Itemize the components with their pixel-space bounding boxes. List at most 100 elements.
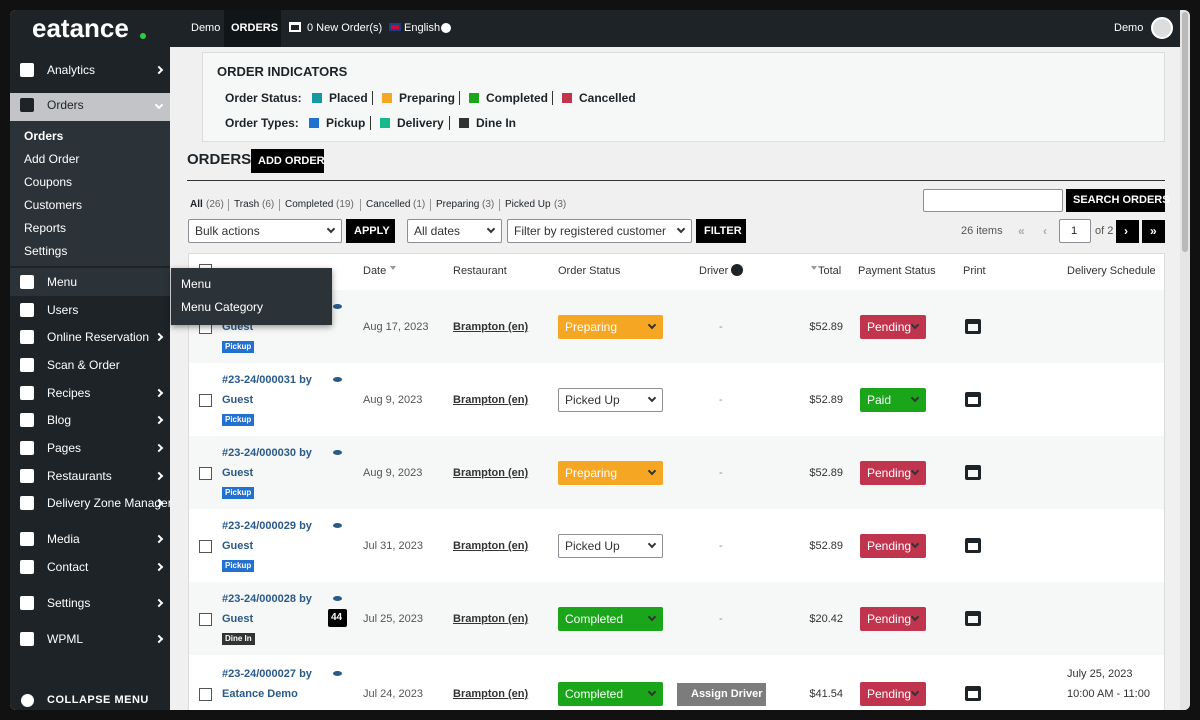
order-status-label[interactable]: Completed [565,687,624,701]
restaurant[interactable]: Brampton (en) [453,467,529,479]
row-checkbox[interactable] [199,467,212,480]
restaurant[interactable]: Brampton (en) [453,540,529,552]
driver[interactable]: Assign Driver [691,688,763,700]
sidebar-item[interactable]: Blog [47,413,72,427]
restaurant[interactable]: Brampton (en) [453,688,529,700]
row-checkbox[interactable] [199,613,212,626]
print-icon[interactable] [965,686,981,701]
filter-link[interactable]: Trash [234,199,260,210]
customer[interactable]: Guest [222,540,254,552]
payment-status-label[interactable]: Pending [867,320,912,334]
pager-btn[interactable] [1142,220,1165,243]
print-icon[interactable] [965,465,981,480]
apply-btn[interactable] [346,219,395,243]
filter-link[interactable]: All [190,199,203,210]
filter-btn[interactable] [696,219,746,243]
order-status-label[interactable]: Preparing [565,466,618,480]
order-status-label[interactable]: Preparing [565,320,618,334]
payment-status-label[interactable]: Pending [867,612,912,626]
sidebar-item[interactable]: Users [47,303,79,317]
sidebar-item[interactable]: Pages [47,441,82,455]
customer-select-label[interactable]: Filter by registered customer [514,224,667,238]
payment-status[interactable] [860,534,926,558]
view-icon[interactable] [333,671,342,676]
order-status[interactable] [558,607,663,631]
user-name[interactable]: Demo [1114,22,1144,34]
pager[interactable]: » [1150,224,1157,238]
payment-status-label[interactable]: Pending [867,539,912,553]
search-btn[interactable] [1066,189,1165,212]
date-select-label[interactable]: All dates [414,224,461,238]
order-status-label[interactable]: Picked Up [565,393,620,407]
view-icon[interactable] [333,377,342,382]
submenu-item[interactable]: Coupons [24,175,73,189]
restaurant[interactable]: Brampton (en) [453,613,529,625]
order-status-label[interactable]: Picked Up [565,539,620,553]
pager-btn[interactable] [1116,220,1139,243]
payment-status[interactable] [860,607,926,631]
order-id[interactable]: #23-24/000030 by [222,447,312,459]
submenu-item[interactable]: Reports [24,221,67,235]
sidebar-item[interactable]: Orders [47,98,84,112]
submenu-item[interactable]: Orders [24,129,64,143]
view-icon[interactable] [333,596,342,601]
view-icon[interactable] [333,304,342,309]
order-status-label[interactable]: Completed [565,612,624,626]
payment-status-label[interactable]: Paid [867,393,892,407]
payment-status-label[interactable]: Pending [867,466,912,480]
sidebar-item[interactable]: Analytics [47,63,96,77]
row-checkbox[interactable] [199,688,212,701]
submenu-item[interactable]: Customers [24,198,83,212]
restaurant[interactable]: Brampton (en) [453,321,529,333]
flyout-item[interactable]: Menu [181,277,212,291]
order-id[interactable]: #23-24/000028 by [222,593,312,605]
payment-status[interactable] [860,315,926,339]
bulk-select[interactable] [188,219,342,243]
order-id[interactable]: #23-24/000029 by [222,520,312,532]
flyout-item[interactable]: Menu Category [181,300,264,314]
restaurant[interactable]: Brampton (en) [453,394,529,406]
customer[interactable]: Eatance Demo [222,688,298,700]
top-link[interactable]: 0 New Order(s) [307,22,383,34]
add-order-btn[interactable] [251,149,324,173]
order-status[interactable] [558,315,663,339]
sidebar-item[interactable]: WPML [47,632,83,646]
customer[interactable]: Guest [222,467,254,479]
order-status[interactable] [558,388,663,412]
customer-select[interactable] [507,219,692,243]
row-checkbox[interactable] [199,394,212,407]
pager[interactable]: « [1018,224,1025,238]
payment-status[interactable] [860,682,926,706]
customer[interactable]: Guest [222,613,254,625]
submenu-item[interactable]: Add Order [24,152,80,166]
filter-link[interactable]: Cancelled [366,199,411,210]
collapse-menu[interactable]: COLLAPSE MENU [47,694,149,706]
order-status[interactable] [558,682,663,706]
view-icon[interactable] [333,450,342,455]
order-status[interactable] [558,461,663,485]
date-select[interactable] [407,219,502,243]
order-id[interactable]: #23-24/000027 by [222,668,312,680]
order-status[interactable] [558,534,663,558]
order-id[interactable]: #23-24/000031 by [222,374,312,386]
filter-link[interactable]: Completed [285,199,334,210]
sidebar-item[interactable]: Contact [47,560,89,574]
sidebar-item[interactable]: Online Reservation [47,330,150,344]
sidebar-item[interactable]: Media [47,532,80,546]
print-icon[interactable] [965,319,981,334]
sidebar-item[interactable]: Recipes [47,386,91,400]
apply[interactable]: APPLY [354,225,390,237]
sidebar-item[interactable]: Menu [47,275,78,289]
sidebar-item[interactable]: Delivery Zone Manager [47,496,172,510]
pager[interactable]: › [1124,224,1128,238]
payment-status[interactable] [860,461,926,485]
top-link[interactable]: Demo [191,22,221,34]
payment-status-label[interactable]: Pending [867,687,912,701]
print-icon[interactable] [965,611,981,626]
customer[interactable]: Guest [222,394,254,406]
sidebar-item[interactable]: Settings [47,596,91,610]
page-input[interactable] [1059,219,1091,243]
add-order[interactable]: ADD ORDER [258,155,325,167]
filter-link[interactable]: Preparing [436,199,480,210]
top-link[interactable]: ORDERS [231,22,279,34]
